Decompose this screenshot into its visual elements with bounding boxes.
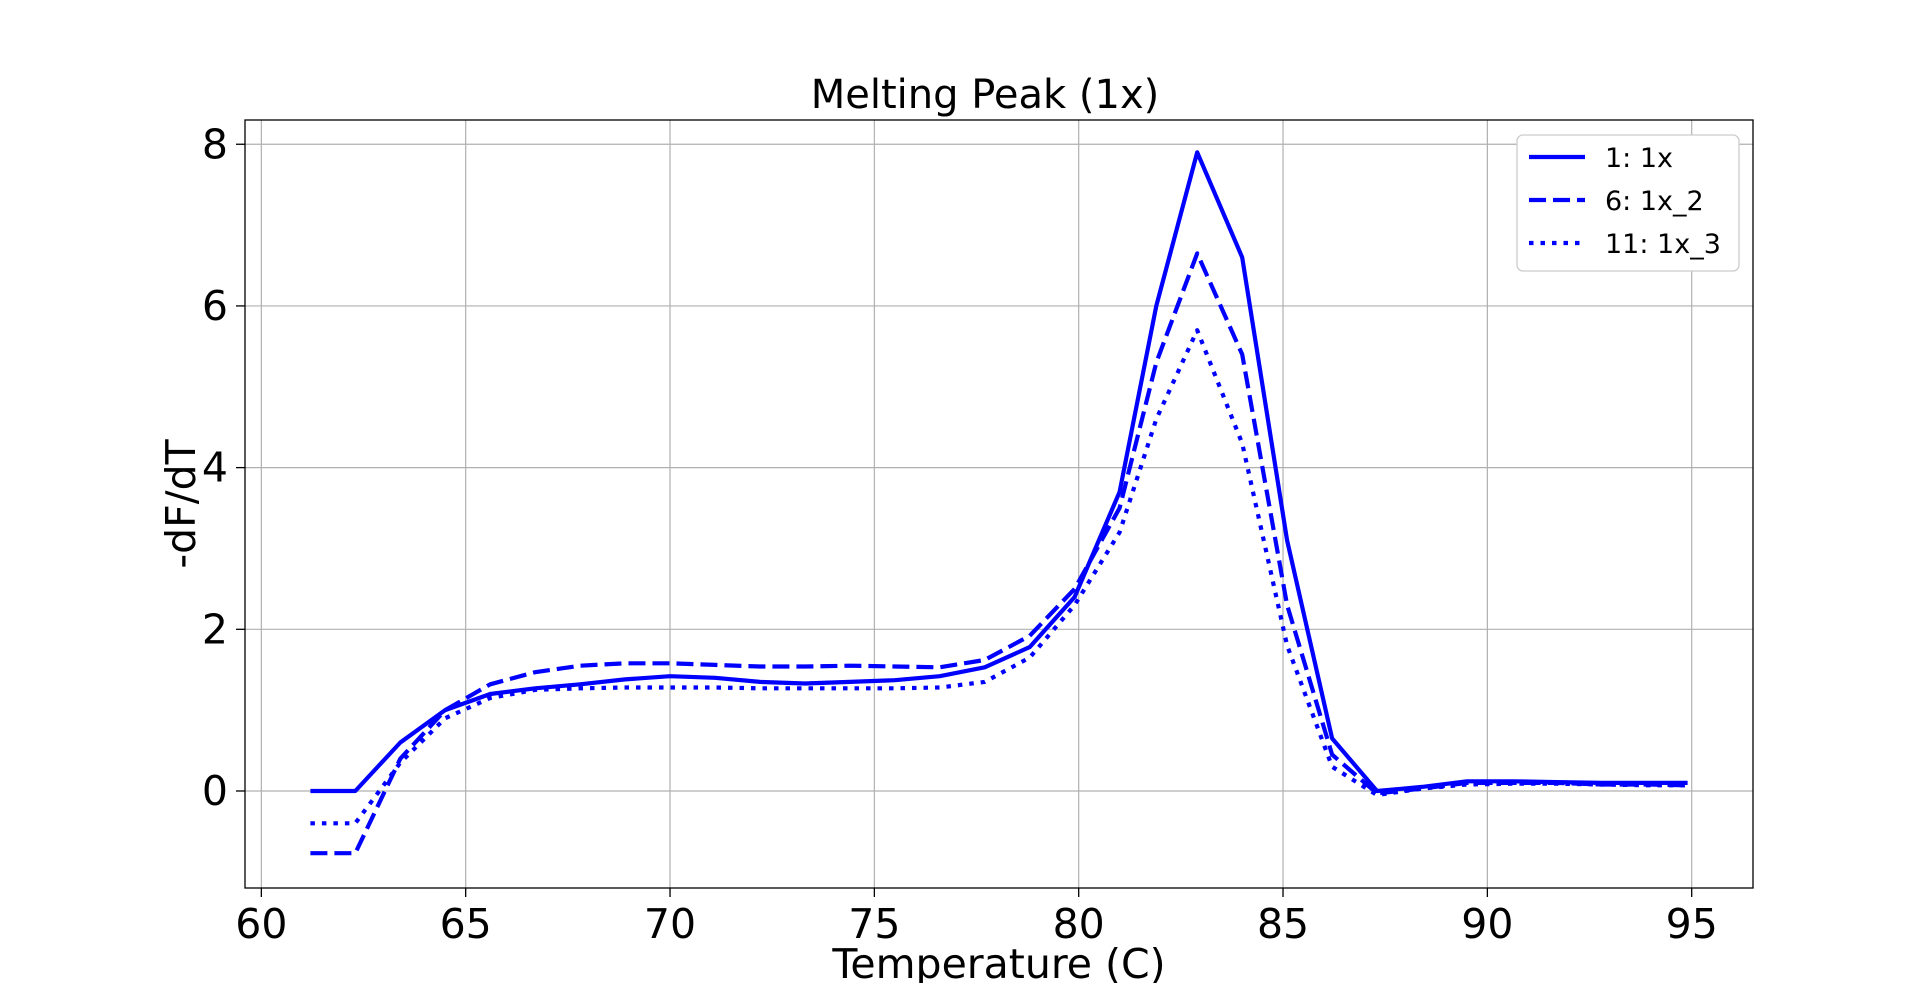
x-tick-label: 85 xyxy=(1257,900,1309,948)
chart-title: Melting Peak (1x) xyxy=(811,72,1160,118)
legend-label: 11: 1x_3 xyxy=(1605,229,1721,260)
plot-frame xyxy=(244,119,1754,889)
legend-label: 6: 1x_2 xyxy=(1605,186,1704,217)
series-line-1 xyxy=(310,150,1688,794)
y-tick-label: 0 xyxy=(202,767,228,815)
series-line-3 xyxy=(310,328,1688,826)
y-tick-label: 4 xyxy=(202,444,228,492)
x-tick-label: 70 xyxy=(644,900,696,948)
series-layer xyxy=(310,150,1688,856)
x-tick-label: 80 xyxy=(1053,900,1105,948)
legend-items: 1: 1x 6: 1x_2 11: 1x_3 xyxy=(1529,143,1721,260)
y-tick-label: 8 xyxy=(202,120,228,168)
x-tick-label: 75 xyxy=(848,900,900,948)
y-tick-label: 6 xyxy=(202,282,228,330)
x-tick-label: 95 xyxy=(1666,900,1718,948)
series-line-2 xyxy=(310,251,1688,856)
x-tick-label: 90 xyxy=(1461,900,1513,948)
legend-box xyxy=(1516,134,1740,272)
x-tick-label: 65 xyxy=(440,900,492,948)
y-axis-ticks: 0 2 4 6 8 xyxy=(202,120,245,815)
legend-label: 1: 1x xyxy=(1605,143,1673,174)
y-tick-label: 2 xyxy=(202,605,228,653)
legend: 1: 1x 6: 1x_2 11: 1x_3 xyxy=(1516,134,1740,272)
x-axis-label: Temperature (C) xyxy=(831,940,1165,983)
x-axis-ticks: 60 65 70 75 80 85 90 95 xyxy=(235,888,1718,948)
y-axis-label: -dF/dT xyxy=(157,438,205,568)
x-tick-label: 60 xyxy=(235,900,287,948)
